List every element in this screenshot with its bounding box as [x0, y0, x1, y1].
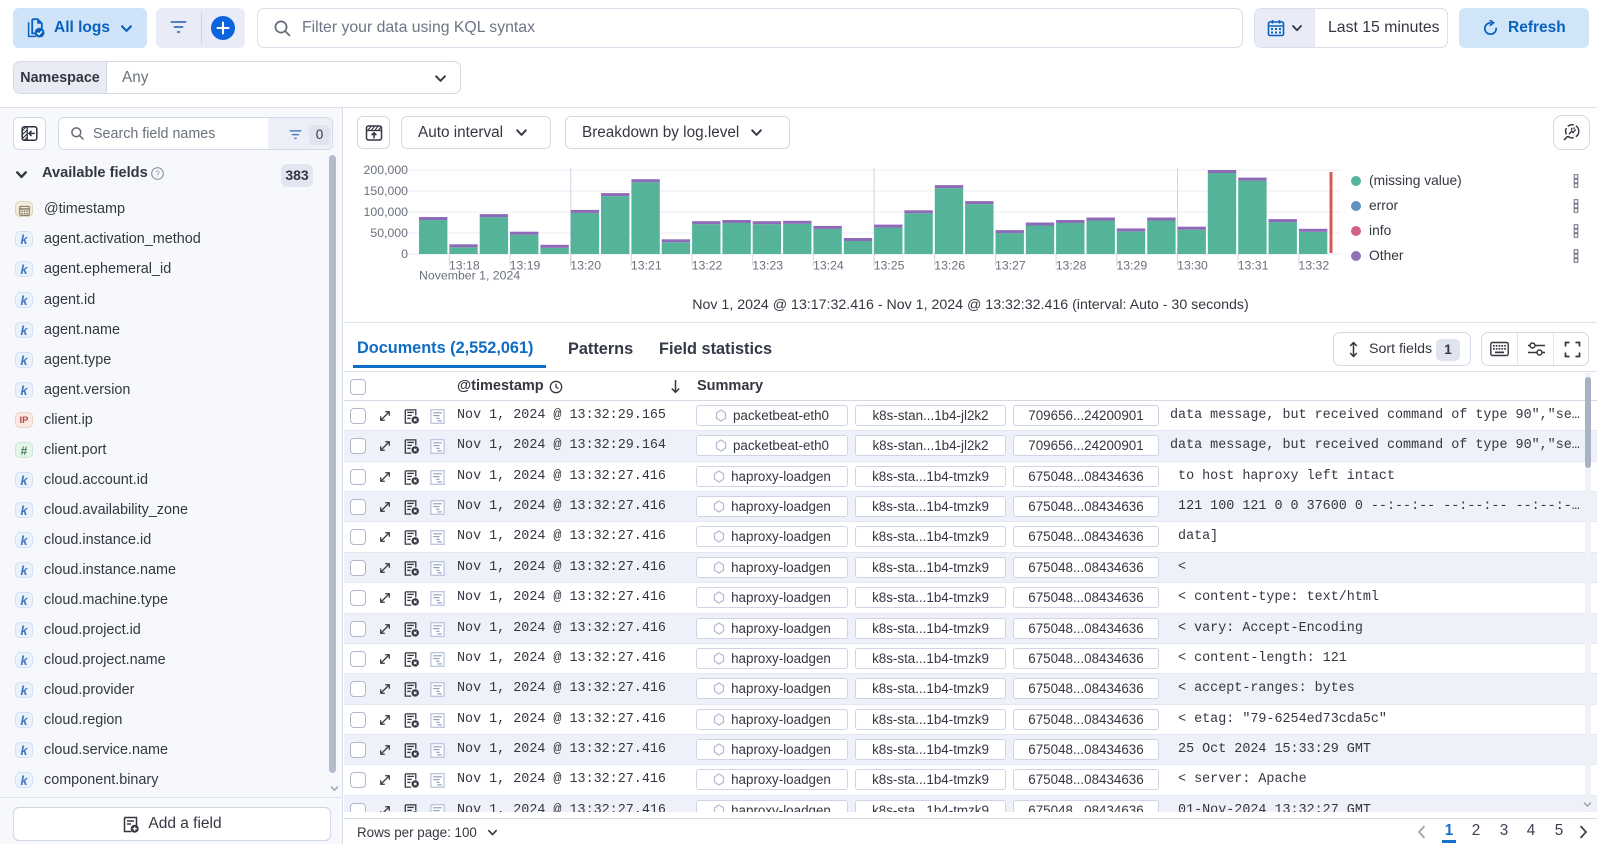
svg-text:13:25: 13:25 — [874, 259, 905, 273]
svg-text:13:26: 13:26 — [934, 259, 965, 273]
svg-text:50,000: 50,000 — [370, 226, 408, 240]
svg-text:13:22: 13:22 — [692, 259, 723, 273]
svg-text:100,000: 100,000 — [364, 205, 409, 219]
svg-text:0: 0 — [401, 247, 408, 261]
svg-text:13:21: 13:21 — [631, 259, 662, 273]
svg-text:150,000: 150,000 — [364, 184, 409, 198]
svg-text:13:18: 13:18 — [449, 259, 480, 273]
svg-text:13:27: 13:27 — [995, 259, 1026, 273]
svg-text:13:29: 13:29 — [1116, 259, 1147, 273]
svg-text:13:20: 13:20 — [570, 259, 601, 273]
svg-text:?: ? — [155, 168, 160, 178]
svg-text:13:23: 13:23 — [752, 259, 783, 273]
svg-text:13:28: 13:28 — [1056, 259, 1087, 273]
svg-text:13:24: 13:24 — [813, 259, 844, 273]
svg-text:13:32: 13:32 — [1298, 259, 1329, 273]
svg-text:200,000: 200,000 — [364, 163, 409, 177]
svg-text:November 1, 2024: November 1, 2024 — [419, 269, 520, 283]
svg-text:13:19: 13:19 — [510, 259, 541, 273]
svg-text:13:30: 13:30 — [1177, 259, 1208, 273]
svg-text:13:31: 13:31 — [1238, 259, 1269, 273]
